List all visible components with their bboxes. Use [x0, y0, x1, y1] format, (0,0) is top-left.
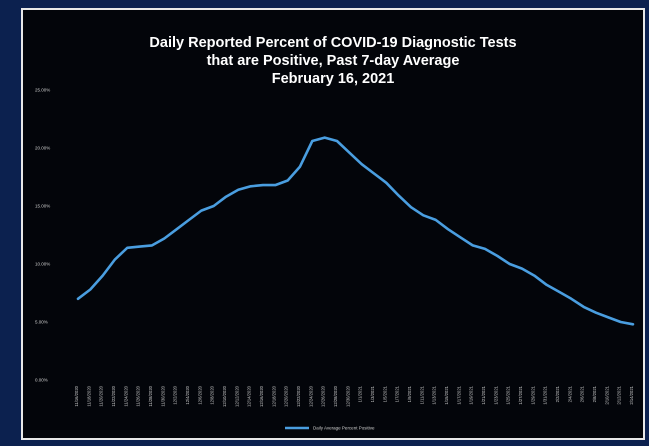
x-tick-label: 12/8/2020 — [210, 385, 215, 404]
x-tick-label: 12/12/2020 — [234, 385, 239, 407]
x-tick-label: 12/22/2020 — [296, 385, 301, 407]
x-tick-label: 1/27/2021 — [518, 385, 523, 404]
x-tick-label: 2/6/2021 — [580, 385, 585, 402]
x-tick-label: 1/25/2021 — [506, 385, 511, 404]
x-tick-label: 2/10/2021 — [604, 385, 609, 404]
x-tick-label: 2/14/2021 — [629, 385, 634, 404]
x-tick-label: 12/10/2020 — [222, 385, 227, 407]
x-tick-label: 12/28/2020 — [333, 385, 338, 407]
x-tick-label: 12/24/2020 — [308, 385, 313, 407]
chart-title-line-2: that are Positive, Past 7-day Average — [206, 53, 460, 69]
chart-title-line-3: February 16, 2021 — [271, 71, 395, 87]
x-tick-label: 1/9/2021 — [407, 385, 412, 402]
chart-title: Daily Reported Percent of COVID-19 Diagn… — [23, 34, 643, 88]
x-tick-label: 1/31/2021 — [543, 385, 548, 404]
x-tick-label: 1/29/2021 — [530, 385, 535, 404]
x-tick-label: 12/20/2020 — [284, 385, 289, 407]
x-tick-label: 11/24/2020 — [123, 385, 128, 406]
x-tick-label: 11/28/2020 — [148, 385, 153, 406]
x-tick-label: 12/18/2020 — [271, 385, 276, 407]
x-tick-label: 1/17/2021 — [456, 385, 461, 404]
x-tick-label: 1/23/2021 — [493, 385, 498, 404]
y-tick-label: 25.00% — [35, 88, 50, 93]
x-tick-label: 1/13/2021 — [432, 385, 437, 404]
x-tick-label: 11/16/2020 — [74, 385, 79, 406]
x-tick-label: 11/26/2020 — [136, 385, 141, 406]
legend-label: Daily Average Percent Positive — [313, 426, 375, 431]
x-tick-label: 1/15/2021 — [444, 385, 449, 404]
x-tick-label: 12/16/2020 — [259, 385, 264, 407]
x-tick-label: 1/19/2021 — [469, 385, 474, 404]
x-tick-label: 2/8/2021 — [592, 385, 597, 402]
x-tick-label: 1/3/2021 — [370, 385, 375, 402]
y-tick-label: 10.00% — [35, 262, 50, 267]
x-tick-label: 11/22/2020 — [111, 385, 116, 406]
y-tick-label: 5.00% — [35, 320, 48, 325]
y-tick-label: 20.00% — [35, 146, 50, 151]
x-tick-label: 2/12/2021 — [617, 385, 622, 404]
x-tick-label: 2/2/2021 — [555, 385, 560, 402]
x-tick-label: 12/14/2020 — [247, 385, 252, 407]
x-tick-label: 12/2/2020 — [173, 385, 178, 404]
x-tick-label: 11/30/2020 — [160, 385, 165, 406]
x-tick-label: 1/1/2021 — [358, 385, 363, 402]
x-tick-label: 1/11/2021 — [419, 385, 424, 404]
x-tick-label: 1/7/2021 — [395, 385, 400, 402]
x-tick-label: 12/4/2020 — [185, 385, 190, 404]
x-tick-label: 12/26/2020 — [321, 385, 326, 407]
line-chart: 0.00% 5.00% 10.00% 15.00% 20.00% 25.00% 11/16/… — [35, 88, 635, 431]
series-line — [76, 136, 635, 326]
chart-title-line-1: Daily Reported Percent of COVID-19 Diagn… — [149, 35, 517, 51]
chart-panel: Daily Reported Percent of COVID-19 Diagn… — [21, 8, 645, 440]
y-tick-label: 0.00% — [35, 378, 48, 383]
x-tick-label: 1/21/2021 — [481, 385, 486, 404]
x-tick-label: 12/30/2020 — [345, 385, 350, 407]
x-tick-label: 1/5/2021 — [382, 385, 387, 402]
x-tick-label: 12/6/2020 — [197, 385, 202, 404]
x-tick-label: 11/18/2020 — [86, 385, 91, 406]
x-tick-label: 11/20/2020 — [99, 385, 104, 406]
y-tick-label: 15.00% — [35, 204, 50, 209]
x-tick-label: 2/4/2021 — [567, 385, 572, 402]
